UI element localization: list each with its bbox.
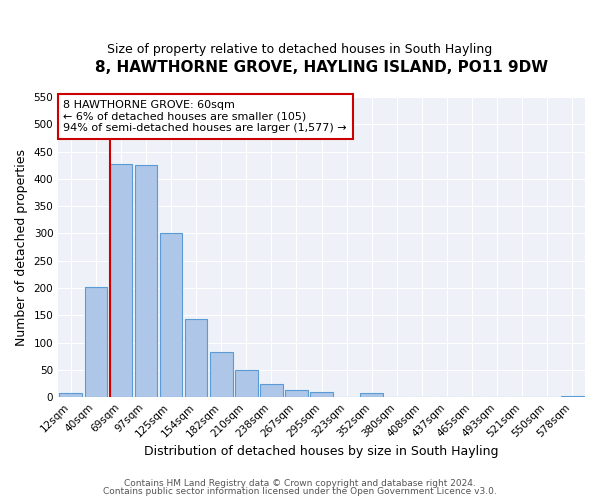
Bar [160, 234, 182, 397]
Title: 8, HAWTHORNE GROVE, HAYLING ISLAND, PO11 9DW: 8, HAWTHORNE GROVE, HAYLING ISLAND, PO11… [95, 60, 548, 75]
Bar [85, 287, 107, 397]
Bar [59, 393, 82, 397]
Y-axis label: Number of detached properties: Number of detached properties [15, 148, 28, 346]
Bar [285, 390, 308, 397]
Bar [110, 164, 132, 397]
Text: Contains public sector information licensed under the Open Government Licence v3: Contains public sector information licen… [103, 487, 497, 496]
Text: 8 HAWTHORNE GROVE: 60sqm
← 6% of detached houses are smaller (105)
94% of semi-d: 8 HAWTHORNE GROVE: 60sqm ← 6% of detache… [64, 100, 347, 133]
Text: Size of property relative to detached houses in South Hayling: Size of property relative to detached ho… [107, 42, 493, 56]
Bar [561, 396, 584, 397]
Bar [134, 165, 157, 397]
Text: Contains HM Land Registry data © Crown copyright and database right 2024.: Contains HM Land Registry data © Crown c… [124, 478, 476, 488]
Bar [361, 393, 383, 397]
Bar [310, 392, 333, 397]
X-axis label: Distribution of detached houses by size in South Hayling: Distribution of detached houses by size … [145, 444, 499, 458]
Bar [260, 384, 283, 397]
Bar [210, 352, 233, 397]
Bar [235, 370, 257, 397]
Bar [185, 319, 208, 397]
